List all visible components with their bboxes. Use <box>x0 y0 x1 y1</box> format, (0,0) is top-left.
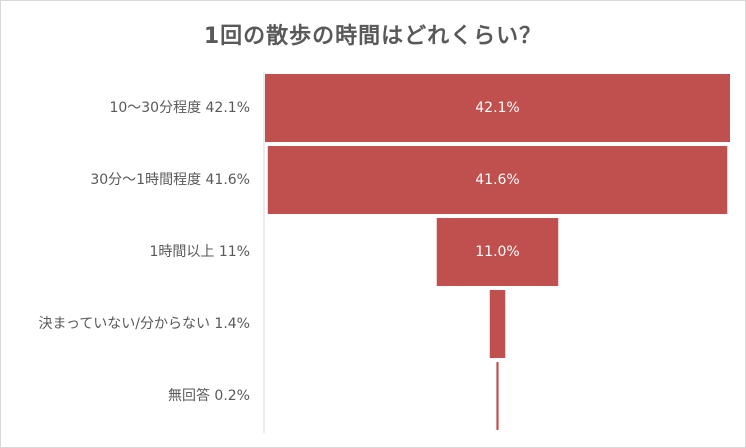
category-label-5: 無回答 0.2% <box>168 387 250 404</box>
data-label-2: 41.6% <box>475 172 519 188</box>
category-label-2: 30分〜1時間程度 41.6% <box>90 172 250 188</box>
bars-group <box>265 74 730 430</box>
funnel-bar-5 <box>496 362 499 430</box>
funnel-bar-2 <box>267 146 728 214</box>
data-labels-group: 42.1% 41.6% 11.0% <box>475 100 519 260</box>
category-label-4: 決まっていない/分からない 1.4% <box>39 316 250 332</box>
data-label-3: 11.0% <box>475 244 519 260</box>
data-label-1: 42.1% <box>475 100 519 116</box>
chart-title: 1回の散歩の時間はどれくらい？ <box>203 24 543 49</box>
funnel-bar-3 <box>436 218 559 286</box>
funnel-bar-1 <box>265 74 730 142</box>
category-labels-group: 10〜30分程度 42.1% 30分〜1時間程度 41.6% 1時間以上 11% 決ま… <box>39 100 250 404</box>
category-label-3: 1時間以上 11% <box>150 244 250 260</box>
category-label-1: 10〜30分程度 42.1% <box>109 100 250 116</box>
funnel-bar-4 <box>489 290 506 358</box>
